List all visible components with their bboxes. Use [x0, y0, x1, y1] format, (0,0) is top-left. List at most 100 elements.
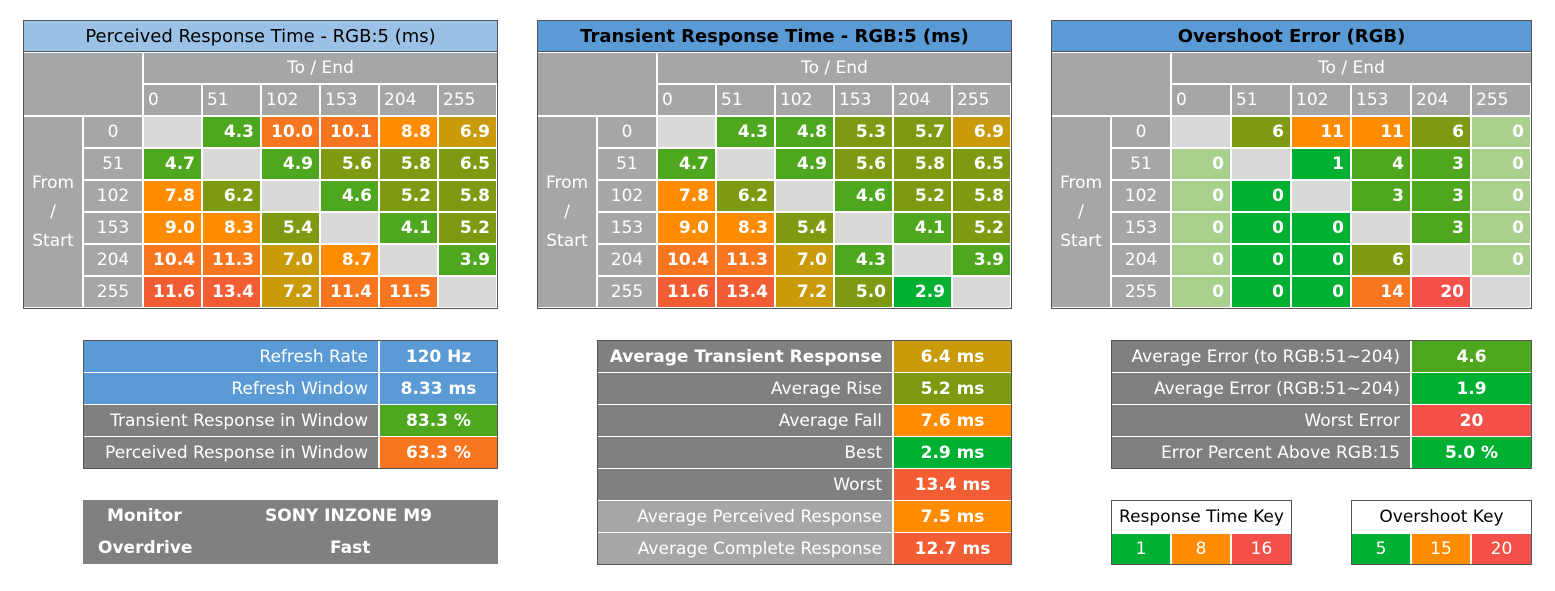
- refresh-value: 120 Hz: [379, 340, 498, 373]
- matrix-cell: 5.8: [893, 148, 952, 180]
- matrix-cell: 11.3: [202, 244, 261, 276]
- row-header: 51: [1111, 148, 1171, 180]
- key-title: Response Time Key: [1111, 500, 1292, 533]
- column-header: 102: [775, 84, 834, 116]
- overshoot-summary: Average Error (to RGB:51~204) 4.6 Average …: [1111, 340, 1532, 469]
- matrix-cell: 5.6: [320, 148, 379, 180]
- row-header: 204: [597, 244, 657, 276]
- matrix-cell: 11: [1291, 116, 1351, 148]
- matrix-cell: 4.3: [202, 116, 261, 148]
- matrix-cell: 6.2: [716, 180, 775, 212]
- transient-summary-value: 2.9 ms: [893, 436, 1012, 469]
- matrix-cell-blank: [261, 180, 320, 212]
- matrix-cell: 3: [1411, 148, 1471, 180]
- matrix-cell: 10.1: [320, 116, 379, 148]
- transient-summary-label: Average Complete Response: [597, 532, 893, 565]
- matrix-cell: 6.2: [202, 180, 261, 212]
- matrix-cell: 10.4: [657, 244, 716, 276]
- to-end-label: To / End: [143, 52, 498, 84]
- matrix-cell: 8.7: [320, 244, 379, 276]
- matrix-cell: 5.8: [379, 148, 438, 180]
- overshoot-error-matrix: Overshoot Error (RGB) To / End 0 51 102 153 20…: [1051, 20, 1532, 309]
- matrix-cell: 3: [1351, 180, 1411, 212]
- matrix-cell: 5.2: [438, 212, 497, 244]
- from-start-word: From: [545, 172, 589, 193]
- key-swatch: 8: [1171, 533, 1231, 565]
- transient-summary-value: 7.5 ms: [893, 500, 1012, 533]
- matrix-cell: 4: [1351, 148, 1411, 180]
- column-header: 102: [261, 84, 320, 116]
- matrix-cell: 5.2: [893, 180, 952, 212]
- transient-response-matrix: Transient Response Time - RGB:5 (ms) To /…: [537, 20, 1012, 309]
- matrix-cell: 0: [1231, 244, 1291, 276]
- matrix-cell: 11.6: [143, 276, 202, 308]
- matrix-cell: 3.9: [438, 244, 497, 276]
- column-header: 51: [1231, 84, 1291, 116]
- from-start-word: /: [564, 201, 570, 222]
- transient-summary-value: 5.2 ms: [893, 372, 1012, 405]
- matrix-cell: 5.7: [893, 116, 952, 148]
- matrix-corner: [23, 52, 143, 116]
- transient-summary-value: 6.4 ms: [893, 340, 1012, 373]
- overshoot-summary-value: 1.9: [1411, 372, 1532, 405]
- matrix-cell: 0: [1171, 276, 1231, 308]
- refresh-label: Perceived Response in Window: [83, 436, 379, 469]
- matrix-cell: 5.4: [775, 212, 834, 244]
- column-header: 0: [143, 84, 202, 116]
- matrix-cell: 5.6: [834, 148, 893, 180]
- matrix-corner: [1051, 52, 1171, 116]
- matrix-cell: 7.2: [775, 276, 834, 308]
- transient-summary-label: Best: [597, 436, 893, 469]
- matrix-cell: 4.3: [716, 116, 775, 148]
- matrix-cell: 0: [1171, 212, 1231, 244]
- column-header: 153: [1351, 84, 1411, 116]
- matrix-cell: 11.3: [716, 244, 775, 276]
- matrix-cell: 4.7: [657, 148, 716, 180]
- row-header: 0: [1111, 116, 1171, 148]
- from-start-word: From: [1059, 172, 1103, 193]
- matrix-cell: 0: [1471, 180, 1531, 212]
- overshoot-summary-label: Average Error (to RGB:51~204): [1111, 340, 1411, 373]
- matrix-cell: 0: [1171, 180, 1231, 212]
- matrix-cell: 11: [1351, 116, 1411, 148]
- matrix-cell-blank: [775, 180, 834, 212]
- column-header: 204: [1411, 84, 1471, 116]
- matrix-cell: 0: [1231, 276, 1291, 308]
- matrix-cell: 5.8: [952, 180, 1011, 212]
- matrix-cell: 5.0: [834, 276, 893, 308]
- overshoot-summary-label: Worst Error: [1111, 404, 1411, 437]
- matrix-cell: 10.4: [143, 244, 202, 276]
- matrix-cell: 11.5: [379, 276, 438, 308]
- row-header: 204: [1111, 244, 1171, 276]
- matrix-cell: 6: [1231, 116, 1291, 148]
- matrix-cell-blank: [1471, 276, 1531, 308]
- row-header: 255: [597, 276, 657, 308]
- transient-summary: Average Transient Response 6.4 ms Average …: [597, 340, 1012, 565]
- matrix-cell: 4.7: [143, 148, 202, 180]
- refresh-label: Refresh Window: [83, 372, 379, 405]
- monitor-value: SONY INZONE M9: [265, 506, 432, 526]
- matrix-cell: 4.9: [775, 148, 834, 180]
- transient-summary-value: 7.6 ms: [893, 404, 1012, 437]
- matrix-cell: 4.1: [893, 212, 952, 244]
- row-header: 153: [83, 212, 143, 244]
- matrix-cell: 6.9: [952, 116, 1011, 148]
- matrix-title: Transient Response Time - RGB:5 (ms): [537, 20, 1012, 52]
- matrix-cell-blank: [1171, 116, 1231, 148]
- matrix-cell: 2.9: [893, 276, 952, 308]
- matrix-cell-blank: [893, 244, 952, 276]
- overshoot-summary-value: 20: [1411, 404, 1532, 437]
- from-start-word: /: [1078, 201, 1084, 222]
- matrix-title: Overshoot Error (RGB): [1051, 20, 1532, 52]
- matrix-cell: 11.4: [320, 276, 379, 308]
- row-header: 51: [83, 148, 143, 180]
- matrix-cell: 6: [1351, 244, 1411, 276]
- from-start-label: From / Start: [537, 116, 597, 308]
- matrix-cell-blank: [657, 116, 716, 148]
- transient-summary-label: Average Rise: [597, 372, 893, 405]
- refresh-label: Transient Response in Window: [83, 404, 379, 437]
- refresh-value: 83.3 %: [379, 404, 498, 437]
- matrix-cell: 13.4: [202, 276, 261, 308]
- row-header: 0: [597, 116, 657, 148]
- column-header: 255: [438, 84, 497, 116]
